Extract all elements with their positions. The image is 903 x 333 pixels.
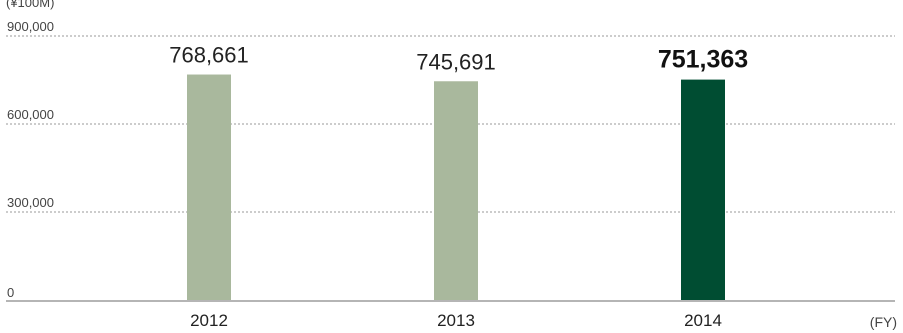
y-tick-label: 300,000 (7, 195, 54, 210)
data-labels: 768,661 745,691 751,363 (169, 43, 748, 75)
bar-2012 (187, 74, 231, 301)
x-axis-categories: 2012 2013 2014 (190, 311, 722, 330)
data-label-2014: 751,363 (658, 46, 748, 74)
x-tick-label-2014: 2014 (684, 311, 722, 330)
y-axis-unit-label: (¥100M) (6, 0, 54, 10)
bar-2013 (434, 81, 478, 301)
y-axis-ticks: 0 300,000 600,000 900,000 (7, 19, 54, 300)
data-label-2012: 768,661 (169, 43, 249, 68)
bars (187, 74, 725, 301)
x-tick-label-2012: 2012 (190, 311, 228, 330)
data-label-2013: 745,691 (416, 49, 496, 74)
y-tick-label: 600,000 (7, 107, 54, 122)
y-tick-label: 0 (7, 285, 14, 300)
y-tick-label: 900,000 (7, 19, 54, 34)
x-tick-label-2013: 2013 (437, 311, 475, 330)
bar-2014 (681, 79, 725, 301)
x-axis-unit-label: (FY) (870, 314, 897, 330)
